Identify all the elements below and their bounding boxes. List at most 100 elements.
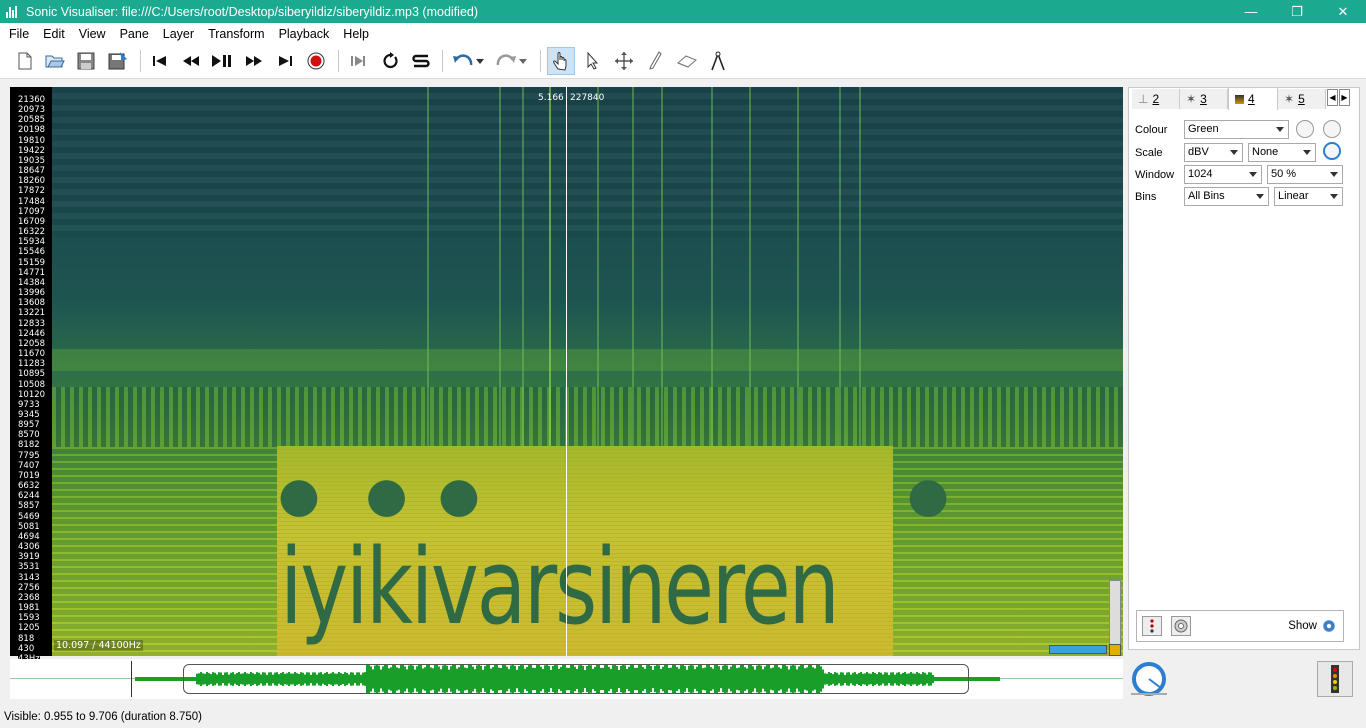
frequency-tick: 16709 (18, 216, 46, 227)
frequency-scale: 21360 20973 20585 20198 19810 19422 19035 18647… (10, 87, 52, 664)
tab-layer-4[interactable]: 4 (1228, 87, 1278, 110)
minimize-button[interactable]: — (1244, 4, 1258, 19)
frequency-tick: 5469 (18, 511, 40, 522)
fast-forward-icon[interactable] (241, 48, 267, 74)
meter-icon[interactable] (1317, 661, 1353, 697)
scale-label: Scale (1135, 147, 1163, 159)
loop-icon[interactable] (377, 48, 403, 74)
horizontal-zoom-slider[interactable] (1049, 645, 1107, 654)
colour-select[interactable]: Green (1184, 120, 1289, 139)
bins-select[interactable]: All Bins (1184, 187, 1269, 206)
select-tool-icon[interactable] (580, 48, 606, 74)
frequency-tick: 13221 (18, 308, 46, 319)
status-bar: Visible: 0.955 to 9.706 (duration 8.750) (0, 707, 1366, 728)
spectrogram-pane[interactable]: ● ● ● ● iyikivarsineren 5.166 227840 10.… (52, 87, 1123, 656)
bin-display-select[interactable]: Linear (1274, 187, 1343, 206)
toolbar (0, 44, 1366, 79)
normalize-select[interactable]: None (1248, 143, 1316, 162)
frequency-tick: 7019 (18, 470, 40, 481)
frequency-tick: 1593 (18, 613, 40, 624)
frequency-tick: 14384 (18, 277, 46, 288)
waveform-icon: ✶ (1284, 92, 1295, 106)
record-icon[interactable] (303, 48, 329, 74)
draw-tool-icon[interactable] (642, 48, 668, 74)
frequency-tick: 3919 (18, 552, 40, 563)
menu-transform[interactable]: Transform (208, 26, 265, 41)
undo-dropdown-icon[interactable] (473, 48, 487, 74)
frequency-tick: 5081 (18, 521, 40, 532)
restore-button[interactable]: ❐ (1291, 3, 1303, 19)
undo-icon[interactable] (450, 48, 476, 74)
redo-icon[interactable] (493, 48, 519, 74)
menu-help[interactable]: Help (343, 26, 370, 41)
frequency-tick: 9345 (18, 409, 40, 420)
tab-layer-5[interactable]: ✶ 5 (1278, 89, 1326, 109)
show-toggle[interactable] (1323, 620, 1335, 632)
tab-layer-3[interactable]: ✶ 3 (1180, 89, 1228, 109)
brightness-knob-icon[interactable] (1323, 120, 1341, 138)
rewind-icon[interactable] (178, 48, 204, 74)
measure-tool-icon[interactable] (705, 48, 731, 74)
layer-settings-icon[interactable] (1171, 616, 1191, 636)
frequency-tick: 10508 (18, 379, 46, 390)
solo-icon[interactable] (408, 48, 434, 74)
frequency-tick: 4694 (18, 531, 40, 542)
zoom-thumb[interactable] (1109, 644, 1121, 656)
frequency-tick: 15546 (18, 247, 46, 258)
frequency-tick: 15934 (18, 237, 46, 248)
frequency-tick: 7407 (18, 460, 40, 471)
frequency-tick: 10895 (18, 369, 46, 380)
spectrogram-icon (1235, 94, 1244, 104)
rewind-start-icon[interactable] (147, 48, 173, 74)
frequency-tick: 14771 (18, 267, 46, 278)
constrain-playback-icon[interactable] (345, 48, 371, 74)
menu-file[interactable]: File (9, 26, 30, 41)
frequency-tick: 19422 (18, 145, 46, 156)
play-pause-icon[interactable] (209, 48, 235, 74)
frequency-tick: 20198 (18, 125, 46, 136)
menu-layer[interactable]: Layer (162, 26, 195, 41)
save-as-icon[interactable] (105, 48, 131, 74)
gain-knob-icon[interactable] (1323, 142, 1341, 160)
redo-dropdown-icon[interactable] (516, 48, 530, 74)
frequency-tick: 17872 (18, 186, 46, 197)
menu-view[interactable]: View (78, 26, 106, 41)
frequency-tick: 43Hz (10, 653, 52, 664)
frequency-tick: 15159 (18, 257, 46, 268)
frequency-tick: 21360 (18, 95, 46, 105)
erase-tool-icon[interactable] (674, 48, 700, 74)
frequency-tick: 8570 (18, 430, 40, 441)
move-tool-icon[interactable] (611, 48, 637, 74)
playback-cursor[interactable] (566, 87, 567, 656)
overlap-select[interactable]: 50 % (1267, 165, 1343, 184)
window-size-select[interactable]: 1024 (1184, 165, 1262, 184)
open-file-icon[interactable] (42, 48, 68, 74)
close-button[interactable]: ✕ (1337, 3, 1349, 19)
menu-playback[interactable]: Playback (278, 26, 330, 41)
colour-label: Colour (1135, 124, 1168, 136)
frequency-tick: 20973 (18, 105, 46, 116)
visible-region-box[interactable] (183, 664, 969, 694)
overview-pane[interactable] (10, 659, 1123, 699)
frequency-tick: 13996 (18, 288, 46, 299)
play-meter-icon[interactable] (1142, 616, 1162, 636)
frequency-tick: 18260 (18, 176, 46, 187)
new-file-icon[interactable] (12, 48, 38, 74)
vertical-zoom-slider[interactable] (1109, 580, 1121, 656)
scale-select[interactable]: dBV (1184, 143, 1243, 162)
tab-layer-2[interactable]: ⊥ 2 (1132, 89, 1180, 109)
fast-forward-end-icon[interactable] (272, 48, 298, 74)
hidden-message-text: iyikivarsineren (280, 526, 840, 648)
cursor-time-label: 5.166 (538, 93, 564, 103)
frequency-tick: 2756 (18, 582, 40, 593)
playback-speed-knob-icon[interactable] (1129, 659, 1169, 699)
tab-scroll-right-icon[interactable]: ▶ (1339, 89, 1350, 106)
frequency-tick: 1981 (18, 603, 40, 614)
save-icon[interactable] (73, 48, 99, 74)
navigate-tool-icon[interactable] (547, 47, 575, 75)
menu-pane[interactable]: Pane (119, 26, 149, 41)
frequency-tick: 5857 (18, 501, 40, 512)
contrast-knob-icon[interactable] (1296, 120, 1314, 138)
menu-edit[interactable]: Edit (43, 26, 65, 41)
tab-scroll-left-icon[interactable]: ◀ (1327, 89, 1338, 106)
